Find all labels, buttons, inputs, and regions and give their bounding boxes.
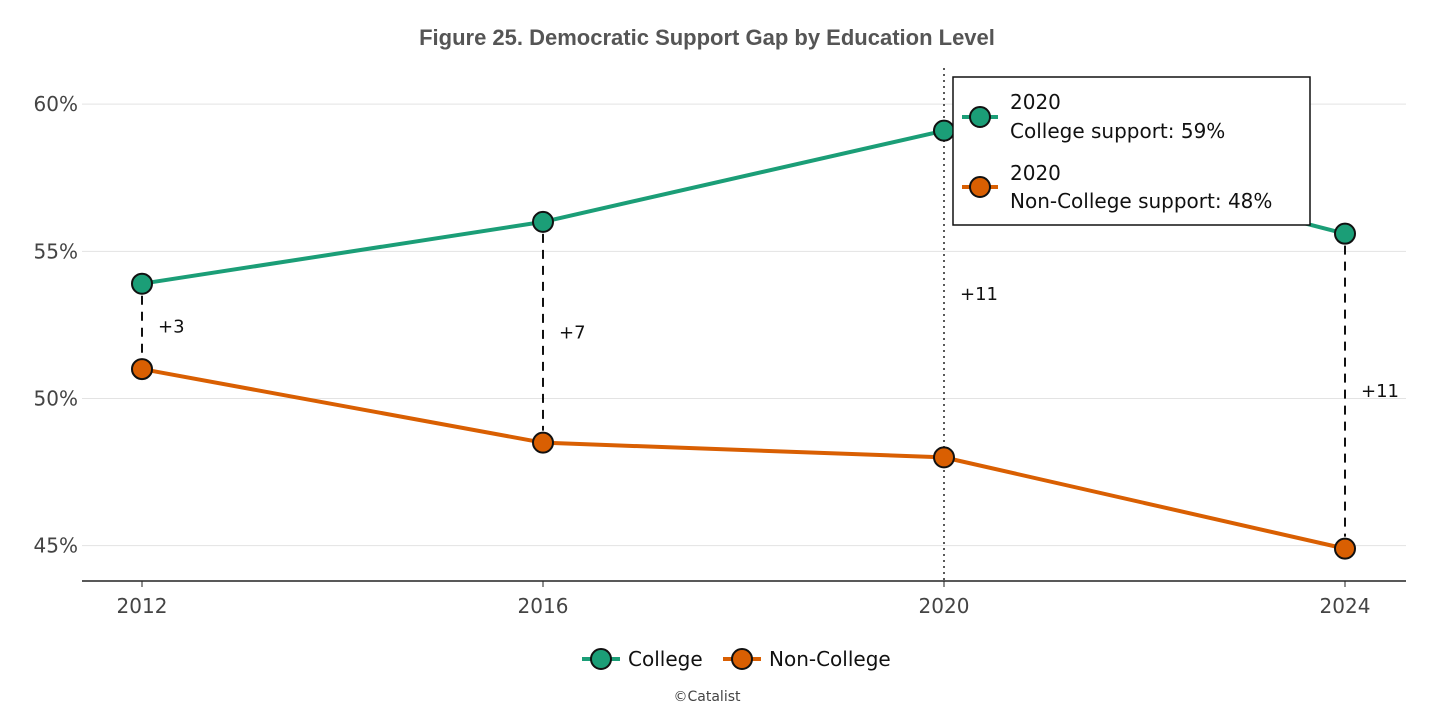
tooltip-noncollege-year: 2020 bbox=[1010, 161, 1061, 185]
y-tick-label: 45% bbox=[34, 534, 78, 558]
tooltip-noncollege-value: Non-College support: 48% bbox=[1010, 189, 1272, 213]
legend-marker-college bbox=[590, 648, 612, 670]
x-tick-label: 2020 bbox=[919, 594, 970, 618]
tooltip-noncollege-marker bbox=[969, 176, 991, 198]
y-tick-label: 55% bbox=[34, 239, 78, 263]
legend-label-non-college: Non-College bbox=[769, 647, 891, 671]
tooltip-college-marker bbox=[969, 106, 991, 128]
series-line-non-college bbox=[141, 367, 1346, 551]
tooltip-college-year: 2020 bbox=[1010, 90, 1061, 114]
data-point-college bbox=[1334, 222, 1356, 245]
x-tick-label: 2012 bbox=[117, 594, 168, 618]
gap-label: +11 bbox=[960, 284, 998, 305]
data-point-college bbox=[532, 210, 554, 233]
data-point-non-college bbox=[532, 431, 554, 454]
gap-label: +11 bbox=[1361, 381, 1399, 402]
x-tick-label: 2016 bbox=[518, 594, 569, 618]
legend-marker-non-college bbox=[731, 648, 753, 670]
chart-title: Figure 25. Democratic Support Gap by Edu… bbox=[419, 25, 995, 50]
data-point-non-college bbox=[933, 446, 955, 469]
y-tick-label: 60% bbox=[34, 92, 78, 116]
data-point-college bbox=[933, 119, 955, 142]
legend-label-college: College bbox=[628, 647, 703, 671]
data-point-non-college bbox=[131, 358, 153, 381]
data-point-non-college bbox=[1334, 537, 1356, 560]
hover-tooltip bbox=[952, 76, 1311, 226]
x-tick-label: 2024 bbox=[1320, 594, 1371, 618]
gap-label: +7 bbox=[559, 322, 586, 343]
chart-credit: ©Catalist bbox=[674, 689, 741, 705]
y-tick-label: 50% bbox=[34, 387, 78, 411]
gap-label: +3 bbox=[158, 316, 185, 337]
data-point-college bbox=[131, 272, 153, 295]
tooltip-college-value: College support: 59% bbox=[1010, 119, 1225, 143]
